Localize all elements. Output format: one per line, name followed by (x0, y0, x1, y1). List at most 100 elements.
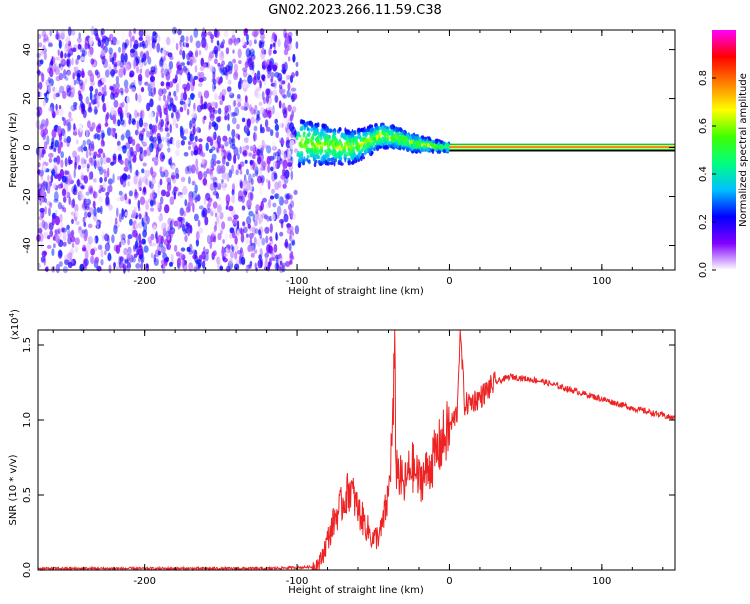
spectrogram-cell (195, 259, 200, 265)
spectrogram-cell (66, 224, 70, 230)
spectrogram-cell (209, 240, 213, 250)
spectrogram-marks (35, 25, 675, 275)
spectrogram-cell (41, 219, 46, 229)
spectrogram-cell (84, 250, 89, 260)
spectrogram-cell (179, 49, 183, 56)
spectrogram-cell (177, 147, 181, 155)
spectrogram-cell (160, 189, 167, 197)
spectrogram-cell (291, 72, 295, 79)
spectrogram-cell (166, 137, 171, 147)
spectrogram-cell (272, 42, 276, 48)
snr-y-axis-label: SNR (10 * v/v) (8, 454, 19, 525)
spectrogram-cell (172, 53, 178, 61)
spectrogram-cell (270, 82, 276, 87)
spectrogram-cell (87, 120, 91, 129)
spectrogram-cell (43, 221, 48, 231)
spectrogram-cell (222, 239, 225, 244)
spectrogram-cell (64, 259, 70, 266)
spectrogram-cell (217, 232, 222, 241)
spectrogram-cell (159, 166, 163, 174)
spectrogram-cell (119, 195, 125, 202)
spectrogram-cell (161, 136, 165, 142)
spectrogram-cell (172, 125, 176, 135)
spectrogram-cell (146, 146, 152, 157)
spectrogram-cell (66, 58, 70, 67)
spectrogram-cell (257, 156, 262, 165)
spectrogram-cell (284, 169, 290, 179)
spectrogram-cell (281, 63, 286, 70)
spectrogram-cell (136, 249, 140, 256)
spectrogram-cell (256, 87, 261, 92)
spectrogram-cell (87, 48, 93, 57)
spectrogram-cell (117, 145, 123, 152)
colorbar-tick-label: 0.8 (698, 70, 709, 86)
spectrogram-cell (383, 132, 386, 136)
spectrogram-cell (209, 183, 215, 191)
spectrogram-cell (39, 90, 43, 99)
spectrogram-cell (151, 40, 156, 49)
spectrogram-cell (232, 217, 238, 226)
spectrogram-cell (141, 57, 145, 63)
spectrogram-cell (244, 100, 249, 111)
spectrogram-cell (245, 181, 251, 191)
spectrogram-cell (128, 30, 132, 38)
spectrogram-cell (137, 73, 143, 82)
spectrogram-cell (52, 110, 55, 117)
spectrogram-cell (398, 136, 402, 142)
spectrogram-cell (277, 38, 281, 48)
spectrogram-cell (173, 186, 179, 192)
spectrogram-cell (163, 94, 166, 102)
spectrogram-cell (86, 163, 90, 169)
spectrogram-cell (409, 136, 412, 141)
spectrogram-cell (162, 227, 167, 238)
spectrogram-cell (120, 233, 124, 240)
spectrogram-cell (316, 141, 320, 146)
spectrogram-cell (142, 176, 148, 184)
spectrogram-cell (293, 148, 299, 154)
spectrogram-cell (208, 221, 211, 230)
spectrogram-cell (248, 210, 254, 217)
spectrogram-band (449, 146, 675, 148)
spectrogram-cell (227, 91, 233, 96)
spectrogram-cell (70, 78, 75, 88)
spectrogram-cell (225, 194, 231, 204)
spectrogram-cell (219, 64, 224, 72)
spectrogram-cell (125, 129, 131, 140)
spectrogram-cell (184, 235, 188, 242)
spectrogram-cell (98, 157, 103, 162)
spectrogram-cell (119, 159, 124, 165)
spectrogram-cell (387, 143, 390, 148)
spectrogram-cell (67, 261, 73, 269)
spectrogram-cell (71, 218, 74, 224)
spectrogram-cell (36, 142, 41, 148)
spectrogram-cell (207, 54, 212, 62)
spectrogram-cell (300, 156, 304, 163)
spectrogram-cell (194, 197, 198, 203)
spectrogram-cell (202, 178, 208, 186)
spectrogram-cell (285, 261, 291, 267)
spectrogram-cell (336, 145, 339, 150)
spectrogram-cell (191, 113, 195, 119)
spectrogram-cell (113, 63, 118, 70)
spectrogram-cell (421, 135, 425, 140)
spectrogram-cell (92, 200, 96, 209)
spectrogram-cell (272, 160, 277, 170)
spectrogram-cell (98, 195, 103, 203)
spectrogram-cell (168, 104, 172, 112)
spectrogram-cell (157, 187, 160, 196)
spectrogram-cell (89, 90, 93, 101)
spectrogram-cell (78, 93, 83, 102)
spectrogram-cell (58, 72, 64, 81)
spectrogram-cell (55, 235, 61, 244)
spectrogram-cell (255, 204, 260, 211)
spectrogram-cell (194, 184, 198, 194)
spectrogram-cell (198, 227, 204, 235)
spectrogram-cell (72, 150, 77, 159)
spectrogram-cell (86, 242, 91, 252)
spectrogram-cell (228, 65, 233, 75)
colorbar: 0.0 0.2 0.4 0.6 0.8 Normalized spectral ampl… (698, 30, 749, 278)
spectrogram-cell (260, 106, 265, 115)
spectrogram-cell (308, 131, 311, 136)
spectrogram-cell (219, 164, 225, 173)
spectrogram-cell (131, 209, 137, 219)
